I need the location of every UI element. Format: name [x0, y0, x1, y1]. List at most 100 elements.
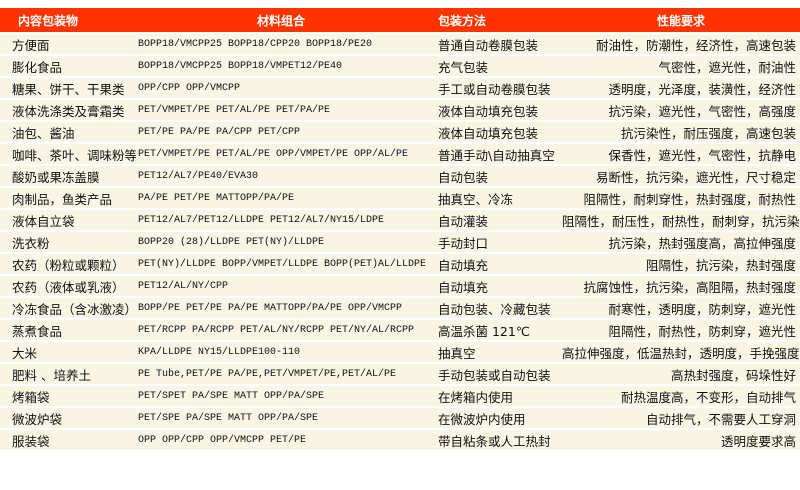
- cell-method: 手工或自动卷膜包装: [426, 78, 562, 98]
- cell-material: PET/SPET PA/SPE MATT OPP/PA/SPE: [136, 386, 426, 406]
- packaging-materials-table: 内容包装物 材料组合 包装方法 性能要求 方便面 BOPP18/VMCPP25 B…: [0, 6, 800, 452]
- cell-method: 抽真空、冷冻: [426, 188, 562, 208]
- cell-material: BOPP/PE PET/PE PA/PE MATTOPP/PA/PE OPP/V…: [136, 298, 426, 318]
- header-material-combination: 材料组合: [136, 8, 426, 32]
- cell-material: KPA/LLDPE NY15/LLDPE100-110: [136, 342, 426, 362]
- cell-content-package: 冷冻食品（含冰激凌）: [0, 298, 136, 318]
- cell-content-package: 油包、酱油: [0, 122, 136, 142]
- cell-content-package: 蒸煮食品: [0, 320, 136, 340]
- cell-content-package: 农药（粉粒或颗粒）: [0, 254, 136, 274]
- cell-material: BOPP20 (28)/LLDPE PET(NY)/LLDPE: [136, 232, 426, 252]
- cell-requirement: 透明度，光泽度，装潢性，经济性: [562, 78, 800, 98]
- cell-requirement: 抗污染性，耐压强度，高速包装: [562, 122, 800, 142]
- cell-material: OPP OPP/CPP OPP/VMCPP PET/PE: [136, 430, 426, 450]
- cell-content-package: 膨化食品: [0, 56, 136, 76]
- table-row: 咖啡、茶叶、调味粉等 PET/VMPET/PE PET/AL/PE OPP/VMP…: [0, 144, 800, 164]
- header-packaging-method: 包装方法: [426, 8, 562, 32]
- table-row: 方便面 BOPP18/VMCPP25 BOPP18/CPP20 BOPP18/PE…: [0, 34, 800, 54]
- cell-method: 液体自动填充包装: [426, 100, 562, 120]
- table-row: 蒸煮食品 PET/RCPP PA/RCPP PET/AL/NY/RCPP PET/…: [0, 320, 800, 340]
- table-row: 肉制品，鱼类产品 PA/PE PET/PE MATTOPP/PA/PE 抽真空、冷冻…: [0, 188, 800, 208]
- table-row: 液体洗涤类及膏霜类 PET/VMPET/PE PET/AL/PE PET/PA/P…: [0, 100, 800, 120]
- table-row: 烤箱袋 PET/SPET PA/SPE MATT OPP/PA/SPE 在烤箱内使用…: [0, 386, 800, 406]
- cell-method: 液体自动填充包装: [426, 122, 562, 142]
- table-row: 肥料 、培养土 PE Tube,PET/PE PA/PE,PET/VMPET/PE…: [0, 364, 800, 384]
- table-row: 农药（液体或乳液） PET12/AL/NY/CPP 自动填充 抗腐蚀性，抗污染，高阻隔…: [0, 276, 800, 296]
- cell-content-package: 咖啡、茶叶、调味粉等: [0, 144, 136, 164]
- cell-method: 普通自动卷膜包装: [426, 34, 562, 54]
- table-header-row: 内容包装物 材料组合 包装方法 性能要求: [0, 8, 800, 32]
- cell-content-package: 烤箱袋: [0, 386, 136, 406]
- cell-content-package: 大米: [0, 342, 136, 362]
- cell-requirement: 耐热温度高，不变形，自动排气: [562, 386, 800, 406]
- cell-method: 在烤箱内使用: [426, 386, 562, 406]
- cell-requirement: 阻隔性，耐压性，耐热性，耐刺穿，抗污染: [562, 210, 800, 230]
- cell-material: PET12/AL7/PET12/LLDPE PET12/AL7/NY15/LDP…: [136, 210, 426, 230]
- cell-material: PET/PE PA/PE PA/CPP PET/CPP: [136, 122, 426, 142]
- table-row: 酸奶或果冻盖膜 PET12/AL7/PE40/EVA30 自动包装 易断性，抗污染，遮…: [0, 166, 800, 186]
- cell-requirement: 抗污染，热封强度高，高拉伸强度: [562, 232, 800, 252]
- cell-material: BOPP18/VMCPP25 BOPP18/CPP20 BOPP18/PE20: [136, 34, 426, 54]
- cell-content-package: 液体自立袋: [0, 210, 136, 230]
- cell-method: 手动包装或自动包装: [426, 364, 562, 384]
- table-row: 服装袋 OPP OPP/CPP OPP/VMCPP PET/PE 带自粘条或人工热封…: [0, 430, 800, 450]
- header-performance-requirement: 性能要求: [562, 8, 800, 32]
- header-content-package: 内容包装物: [0, 8, 136, 32]
- cell-method: 自动包装: [426, 166, 562, 186]
- cell-requirement: 阻隔性，耐刺穿性，热封强度，耐热性: [562, 188, 800, 208]
- cell-requirement: 耐寒性，透明度，防刺穿，遮光性: [562, 298, 800, 318]
- cell-requirement: 阻隔性，耐热性，防刺穿，遮光性: [562, 320, 800, 340]
- cell-material: PET/RCPP PA/RCPP PET/AL/NY/RCPP PET/NY/A…: [136, 320, 426, 340]
- table-row: 微波炉袋 PET/SPE PA/SPE MATT OPP/PA/SPE 在微波炉内使…: [0, 408, 800, 428]
- cell-content-package: 农药（液体或乳液）: [0, 276, 136, 296]
- cell-material: PET(NY)/LLDPE BOPP/VMPET/LLDPE BOPP(PET)…: [136, 254, 426, 274]
- cell-method: 在微波炉内使用: [426, 408, 562, 428]
- cell-requirement: 耐油性，防潮性，经济性，高速包装: [562, 34, 800, 54]
- cell-requirement: 抗腐蚀性，抗污染，高阻隔，热封强度: [562, 276, 800, 296]
- cell-requirement: 阻隔性，抗污染，热封强度: [562, 254, 800, 274]
- cell-requirement: 保香性，遮光性，气密性，抗静电: [562, 144, 800, 164]
- cell-method: 自动填充: [426, 254, 562, 274]
- table-row: 农药（粉粒或颗粒） PET(NY)/LLDPE BOPP/VMPET/LLDPE …: [0, 254, 800, 274]
- cell-method: 自动填充: [426, 276, 562, 296]
- cell-method: 普通手动\自动抽真空: [426, 144, 562, 164]
- cell-requirement: 高热封强度，码垛性好: [562, 364, 800, 384]
- cell-requirement: 抗污染，遮光性，气密性，高强度: [562, 100, 800, 120]
- cell-content-package: 洗衣粉: [0, 232, 136, 252]
- cell-content-package: 酸奶或果冻盖膜: [0, 166, 136, 186]
- cell-material: PET/SPE PA/SPE MATT OPP/PA/SPE: [136, 408, 426, 428]
- cell-method: 抽真空: [426, 342, 562, 362]
- cell-requirement: 自动排气，不需要人工穿洞: [562, 408, 800, 428]
- table-row: 液体自立袋 PET12/AL7/PET12/LLDPE PET12/AL7/NY1…: [0, 210, 800, 230]
- cell-content-package: 糖果、饼干、干果类: [0, 78, 136, 98]
- cell-method: 带自粘条或人工热封: [426, 430, 562, 450]
- cell-requirement: 易断性，抗污染，遮光性，尺寸稳定: [562, 166, 800, 186]
- cell-content-package: 肥料 、培养土: [0, 364, 136, 384]
- cell-material: PET/VMPET/PE PET/AL/PE PET/PA/PE: [136, 100, 426, 120]
- cell-method: 自动包装、冷藏包装: [426, 298, 562, 318]
- cell-method: 高温杀菌 121℃: [426, 320, 562, 340]
- cell-material: OPP/CPP OPP/VMCPP: [136, 78, 426, 98]
- cell-requirement: 透明度要求高: [562, 430, 800, 450]
- table-row: 糖果、饼干、干果类 OPP/CPP OPP/VMCPP 手工或自动卷膜包装 透明度，光…: [0, 78, 800, 98]
- cell-material: PET12/AL/NY/CPP: [136, 276, 426, 296]
- cell-material: PET/VMPET/PE PET/AL/PE OPP/VMPET/PE OPP/…: [136, 144, 426, 164]
- cell-requirement: 高拉伸强度，低温热封，透明度，手挽强度高: [562, 342, 800, 362]
- cell-content-package: 肉制品，鱼类产品: [0, 188, 136, 208]
- cell-content-package: 方便面: [0, 34, 136, 54]
- cell-material: BOPP18/VMCPP25 BOPP18/VMPET12/PE40: [136, 56, 426, 76]
- table-row: 大米 KPA/LLDPE NY15/LLDPE100-110 抽真空 高拉伸强度，低温…: [0, 342, 800, 362]
- cell-method: 手动封口: [426, 232, 562, 252]
- cell-method: 充气包装: [426, 56, 562, 76]
- cell-material: PA/PE PET/PE MATTOPP/PA/PE: [136, 188, 426, 208]
- cell-content-package: 服装袋: [0, 430, 136, 450]
- cell-method: 自动灌装: [426, 210, 562, 230]
- cell-content-package: 液体洗涤类及膏霜类: [0, 100, 136, 120]
- table-row: 洗衣粉 BOPP20 (28)/LLDPE PET(NY)/LLDPE 手动封口 抗污…: [0, 232, 800, 252]
- cell-requirement: 气密性，遮光性，耐油性: [562, 56, 800, 76]
- table-row: 冷冻食品（含冰激凌） BOPP/PE PET/PE PA/PE MATTOPP/P…: [0, 298, 800, 318]
- table-row: 油包、酱油 PET/PE PA/PE PA/CPP PET/CPP 液体自动填充包装…: [0, 122, 800, 142]
- cell-content-package: 微波炉袋: [0, 408, 136, 428]
- cell-material: PET12/AL7/PE40/EVA30: [136, 166, 426, 186]
- table-row: 膨化食品 BOPP18/VMCPP25 BOPP18/VMPET12/PE40 充气…: [0, 56, 800, 76]
